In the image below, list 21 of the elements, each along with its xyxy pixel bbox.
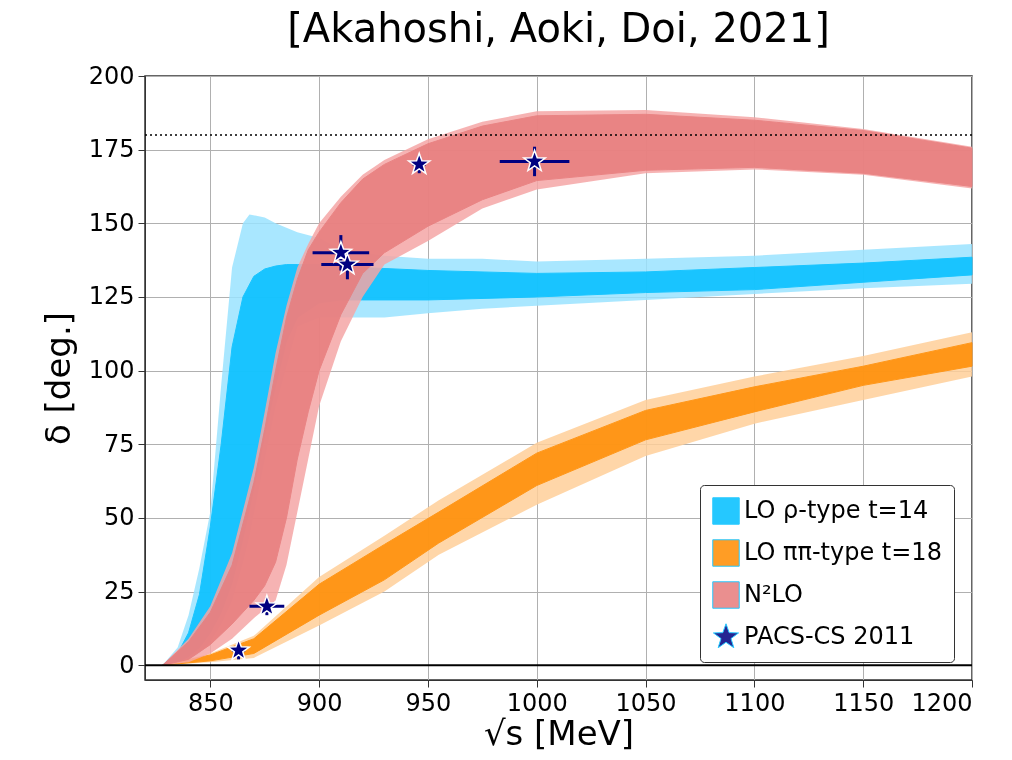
y-tick-label: 75 bbox=[103, 429, 135, 458]
x-tick-label: 850 bbox=[187, 688, 234, 717]
x-tick-label: 900 bbox=[296, 688, 343, 717]
chart-title: [Akahoshi, Aoki, Doi, 2021] bbox=[287, 5, 830, 51]
legend-label: N²LO bbox=[744, 580, 803, 608]
y-tick-label: 175 bbox=[88, 135, 135, 164]
legend-label: LO ρ-type t=14 bbox=[744, 496, 929, 524]
y-tick-label: 150 bbox=[88, 208, 135, 237]
x-tick-label: 1200 bbox=[911, 688, 973, 717]
y-tick-label: 100 bbox=[88, 356, 135, 385]
legend-label: PACS-CS 2011 bbox=[744, 622, 915, 650]
x-tick-label: 950 bbox=[405, 688, 452, 717]
legend-label: LO ππ-type t=18 bbox=[744, 538, 942, 566]
y-axis-title: δ [deg.] bbox=[37, 311, 78, 446]
y-tick-label: 125 bbox=[88, 282, 135, 311]
y-tick-label: 200 bbox=[88, 61, 135, 90]
y-tick-label: 0 bbox=[119, 650, 135, 679]
x-tick-label: 1150 bbox=[833, 688, 895, 717]
y-tick-label: 25 bbox=[103, 577, 135, 606]
y-tick-label: 50 bbox=[103, 503, 135, 532]
x-tick-label: 1100 bbox=[724, 688, 786, 717]
